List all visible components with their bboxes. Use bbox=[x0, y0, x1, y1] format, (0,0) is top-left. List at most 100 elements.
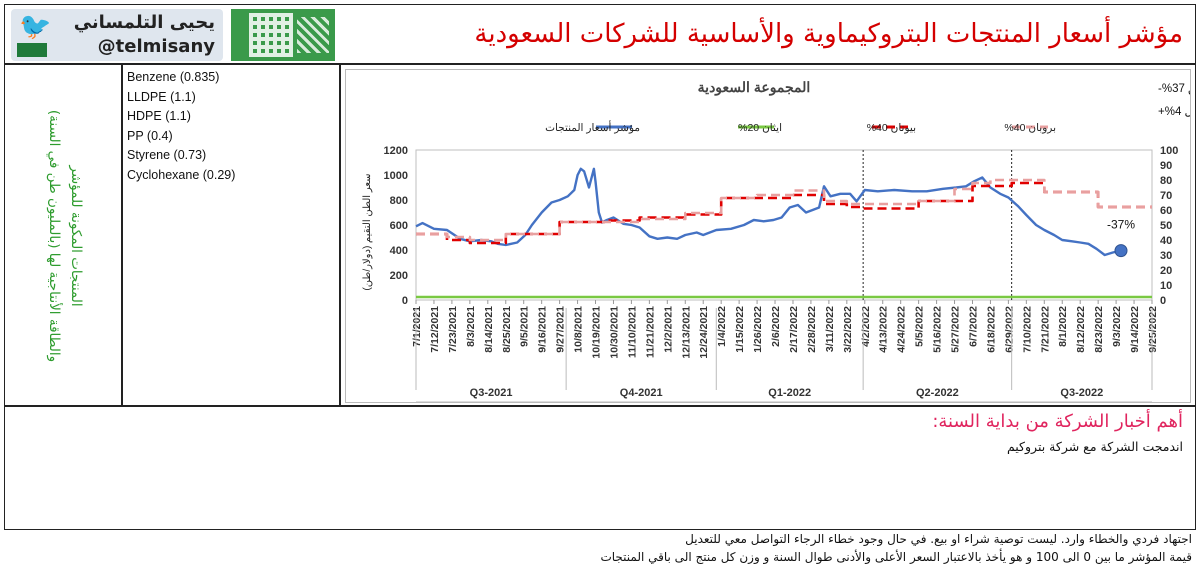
x-tick-label: 10/19/2021 bbox=[591, 306, 603, 359]
legend-label: بروبان 40% bbox=[1004, 122, 1056, 134]
y-left-tick-label: 1000 bbox=[384, 170, 408, 182]
x-tick-label: 12/2/2021 bbox=[662, 306, 674, 353]
y-right-tick-label: 70 bbox=[1160, 190, 1172, 202]
vertical-caption: المنتجات المكونة للمؤشر والطاقة الأنتاجي… bbox=[13, 71, 117, 401]
brand-name: يحيى التلمساني bbox=[73, 12, 215, 33]
capacity-caption-panel: المنتجات المكونة للمؤشر والطاقة الأنتاجي… bbox=[4, 64, 122, 406]
header-bar: 🐦 يحيى التلمساني @telmisany مؤشر أسعار ا… bbox=[4, 4, 1196, 64]
x-tick-label: 4/24/2022 bbox=[896, 306, 908, 353]
x-tick-label: 1/26/2022 bbox=[752, 306, 764, 353]
x-tick-label: 9/27/2021 bbox=[555, 306, 567, 353]
end-change-label: -37% bbox=[1107, 218, 1135, 232]
brand-handle[interactable]: @telmisany bbox=[97, 36, 215, 57]
quarter-label: Q1-2022 bbox=[768, 387, 811, 399]
products-panel: Benzene (0.835) LLDPE (1.1) HDPE (1.1) P… bbox=[122, 64, 340, 406]
yoy-change: التغيير عن الربع المماثل 4%+ bbox=[1158, 105, 1190, 118]
x-tick-label: 8/12/2022 bbox=[1075, 306, 1087, 353]
y-right-tick-label: 50 bbox=[1160, 220, 1172, 232]
legend-label: بيوتان 40% bbox=[867, 122, 916, 134]
x-tick-label: 10/30/2021 bbox=[608, 306, 620, 359]
x-tick-label: 7/12/2021 bbox=[429, 306, 441, 353]
twitter-bird-icon: 🐦 bbox=[19, 12, 52, 42]
x-tick-label: 7/21/2022 bbox=[1039, 306, 1051, 353]
x-tick-label: 9/14/2022 bbox=[1129, 306, 1141, 353]
x-tick-label: 9/16/2021 bbox=[537, 306, 549, 353]
quarter-label: Q3-2022 bbox=[1060, 387, 1103, 399]
news-panel: أهم أخبار الشركة من بداية السنة: اندمجت … bbox=[4, 406, 1196, 530]
news-title: أهم أخبار الشركة من بداية السنة: bbox=[932, 411, 1183, 432]
y-right-tick-label: 80 bbox=[1160, 175, 1172, 187]
legend-label: ايثان 20% bbox=[738, 122, 782, 134]
y-left-tick-label: 400 bbox=[390, 245, 408, 257]
x-tick-label: 5/16/2022 bbox=[932, 306, 944, 353]
quarter-label: Q4-2021 bbox=[620, 387, 663, 399]
brand-card[interactable]: 🐦 يحيى التلمساني @telmisany bbox=[11, 9, 223, 61]
x-tick-label: 7/1/2021 bbox=[411, 306, 423, 347]
x-tick-label: 12/13/2021 bbox=[680, 306, 692, 359]
x-tick-label: 2/17/2022 bbox=[788, 306, 800, 353]
product-item: Styrene (0.73) bbox=[127, 148, 207, 162]
x-tick-label: 10/8/2021 bbox=[573, 306, 585, 353]
x-tick-label: 4/13/2022 bbox=[878, 306, 890, 353]
y-right-tick-label: 100 bbox=[1160, 145, 1178, 157]
y-right-tick-label: 0 bbox=[1160, 295, 1166, 307]
legend-label: مؤشر أسعار المنتجات bbox=[545, 120, 640, 134]
x-tick-label: 7/23/2021 bbox=[447, 306, 459, 353]
product-item: HDPE (1.1) bbox=[127, 109, 191, 123]
quarter-label: Q2-2022 bbox=[916, 387, 959, 399]
y-right-tick-label: 40 bbox=[1160, 235, 1172, 247]
y-axis-left-label: سعر الطن التقيم (دولار/طن) bbox=[362, 173, 373, 290]
x-tick-label: 6/18/2022 bbox=[985, 306, 997, 353]
x-tick-label: 7/10/2022 bbox=[1021, 306, 1033, 353]
caption-line-1: المنتجات المكونة للمؤشر bbox=[68, 165, 84, 307]
x-tick-label: 9/25/2022 bbox=[1147, 306, 1159, 353]
x-tick-label: 5/5/2022 bbox=[914, 306, 926, 347]
x-tick-label: 9/3/2022 bbox=[1111, 306, 1123, 347]
disclaimer-text: اجتهاد فردي والخطاء وارد. ليست توصية شرا… bbox=[685, 532, 1192, 546]
y-right-tick-label: 30 bbox=[1160, 250, 1172, 262]
x-tick-label: 5/27/2022 bbox=[950, 306, 962, 353]
x-tick-label: 11/21/2021 bbox=[644, 306, 656, 358]
x-tick-label: 12/24/2021 bbox=[698, 306, 710, 359]
x-tick-label: 8/3/2021 bbox=[465, 306, 477, 347]
y-right-tick-label: 20 bbox=[1160, 265, 1172, 277]
products-list: Benzene (0.835) LLDPE (1.1) HDPE (1.1) P… bbox=[127, 68, 339, 185]
chart-title: المجموعة السعودية bbox=[698, 79, 811, 96]
y-left-tick-label: 800 bbox=[390, 195, 408, 207]
x-tick-label: 9/5/2021 bbox=[519, 306, 531, 347]
y-right-tick-label: 10 bbox=[1160, 280, 1172, 292]
y-right-tick-label: 90 bbox=[1160, 160, 1172, 172]
x-tick-label: 3/22/2022 bbox=[842, 306, 854, 353]
caption-line-2: والطاقة الأنتاجية لها (بالمليون طن في ال… bbox=[46, 109, 62, 363]
quarter-label: Q3-2021 bbox=[470, 387, 513, 399]
product-item: Benzene (0.835) bbox=[127, 70, 220, 84]
chart-frame: المجموعة السعودية التغيير عن الربع الساب… bbox=[345, 69, 1200, 403]
x-tick-label: 2/28/2022 bbox=[806, 306, 818, 353]
chart-panel: المجموعة السعودية التغيير عن الربع الساب… bbox=[340, 64, 1200, 406]
x-tick-label: 1/4/2022 bbox=[716, 306, 728, 347]
x-tick-label: 3/11/2022 bbox=[824, 306, 836, 352]
y-right-tick-label: 60 bbox=[1160, 205, 1172, 217]
page-title: مؤشر أسعار المنتجات البتروكيماوية والأسا… bbox=[474, 19, 1183, 49]
x-tick-label: 6/29/2022 bbox=[1003, 306, 1015, 353]
series-line bbox=[415, 167, 1122, 257]
x-tick-label: 6/7/2022 bbox=[967, 306, 979, 347]
product-item: Cyclohexane (0.29) bbox=[127, 167, 236, 182]
x-tick-label: 8/23/2022 bbox=[1093, 306, 1105, 353]
y-left-tick-label: 1200 bbox=[384, 145, 408, 157]
y-left-tick-label: 200 bbox=[390, 270, 408, 282]
price-index-chart: المجموعة السعودية التغيير عن الربع الساب… bbox=[362, 79, 1200, 403]
product-item: LLDPE (1.1) bbox=[127, 89, 196, 104]
series-line bbox=[416, 178, 1152, 242]
x-tick-label: 2/6/2022 bbox=[770, 306, 782, 347]
x-tick-label: 8/14/2021 bbox=[483, 306, 495, 353]
saudi-flag-icon bbox=[17, 43, 47, 57]
index-note-text: قيمة المؤشر ما بين 0 الى 100 و هو يأخذ ب… bbox=[600, 550, 1192, 564]
x-tick-label: 8/25/2021 bbox=[501, 306, 513, 353]
qoq-change: التغيير عن الربع السابق 37%- bbox=[1158, 82, 1190, 95]
chart-plot-area: -37% bbox=[415, 150, 1152, 300]
qr-code-icon[interactable] bbox=[231, 9, 335, 61]
chart-legend: مؤشر أسعار المنتجات ايثان 20% بيوتان 40% بر… bbox=[545, 120, 1056, 134]
chart-axes: 0 200 400 600 800 1000 1200 0 10 20 30 40 50 60 70 80 90… bbox=[384, 145, 1178, 403]
x-tick-label: 4/2/2022 bbox=[860, 306, 872, 347]
